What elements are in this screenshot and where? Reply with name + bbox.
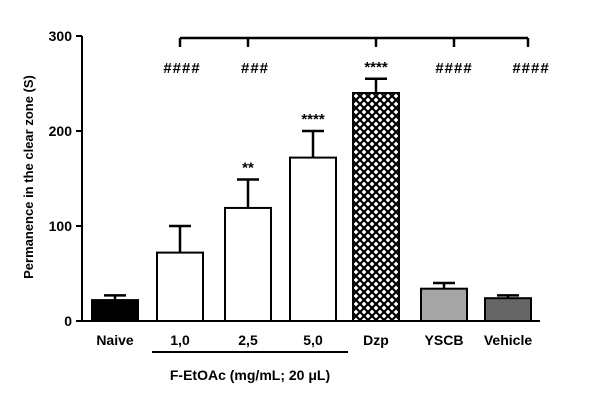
error-bars (104, 77, 519, 301)
bar-1 (156, 251, 204, 323)
comparison-mark-0: #### (163, 60, 200, 77)
y-ticks: 0 100 200 300 (49, 28, 82, 329)
comparison-mark-2: #### (435, 60, 472, 77)
bar-0 (91, 299, 139, 323)
category-label-2: 2,5 (238, 332, 258, 348)
y-tick-label: 0 (64, 313, 72, 329)
category-label-6: Vehicle (484, 332, 532, 348)
bar-2 (224, 206, 272, 322)
y-tick-label: 200 (49, 123, 73, 139)
category-label-0: Naive (96, 332, 134, 348)
category-label-3: 5,0 (303, 332, 323, 348)
comparison-bracket: #### ### #### #### (163, 36, 549, 77)
category-labels: Naive 1,0 2,5 5,0 Dzp YSCB Vehicle (96, 332, 532, 348)
bar-6 (484, 297, 532, 323)
significance-2: ** (242, 159, 254, 176)
group-label: F-EtOAc (mg/mL; 20 μL) (170, 367, 330, 383)
y-tick-label: 100 (49, 218, 73, 234)
significance-3: **** (301, 111, 325, 128)
significance-4: **** (364, 59, 388, 76)
category-label-5: YSCB (425, 332, 464, 348)
significance-labels: ********** (242, 59, 388, 177)
y-tick-label: 300 (49, 28, 73, 44)
bar-5 (420, 287, 468, 323)
y-axis-label: Permanence in the clear zone (S) (21, 75, 36, 279)
comparison-mark-3: #### (512, 60, 549, 77)
category-label-1: 1,0 (170, 332, 190, 348)
bars (91, 92, 532, 323)
bar-3 (289, 156, 337, 322)
comparison-mark-1: ### (241, 60, 269, 77)
bar-4 (352, 92, 400, 322)
category-label-4: Dzp (363, 332, 389, 348)
